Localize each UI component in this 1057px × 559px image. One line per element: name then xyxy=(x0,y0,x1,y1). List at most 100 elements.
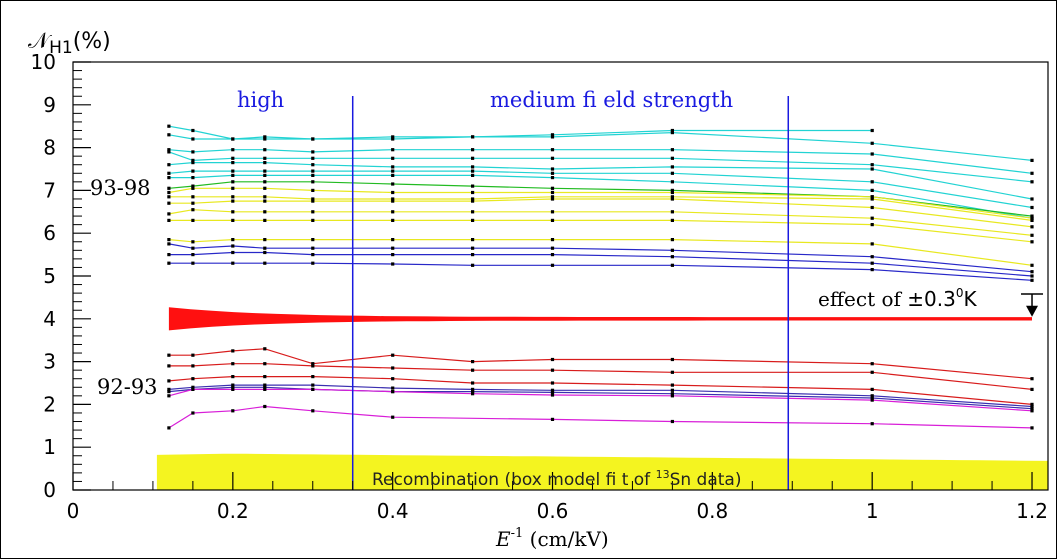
data-point-1-0-10 xyxy=(1030,214,1034,218)
data-point-0-5-8 xyxy=(670,171,674,175)
data-point-0-5-1 xyxy=(191,169,195,173)
data-point-0-4-3 xyxy=(263,161,267,165)
data-point-0-3-0 xyxy=(167,150,171,154)
data-point-3-1-0 xyxy=(167,253,171,257)
data-point-2-1-1 xyxy=(191,195,195,199)
data-point-2-2-7 xyxy=(550,197,555,201)
data-point-3-2-5 xyxy=(391,262,395,266)
systematic-band-layer xyxy=(168,293,1044,331)
recombination-label-prefix: Recombination (box model fi t of xyxy=(372,470,656,490)
data-point-0-0-0 xyxy=(167,124,171,128)
data-point-2-0-8 xyxy=(670,190,674,195)
data-point-2-2-2 xyxy=(231,199,235,203)
data-point-1-0-1 xyxy=(191,184,195,188)
data-point-2-4-8 xyxy=(670,218,674,222)
data-point-2-5-0 xyxy=(167,238,171,242)
x-tick-label-5: 1 xyxy=(866,499,879,523)
data-point-3-0-5 xyxy=(391,246,395,250)
data-point-6-0-0 xyxy=(167,394,171,398)
data-point-2-2-4 xyxy=(311,199,315,203)
y-tick-label-6: 6 xyxy=(43,221,56,245)
data-point-6-0-4 xyxy=(311,387,315,391)
data-point-3-1-4 xyxy=(311,253,315,257)
data-point-4-0-4 xyxy=(311,362,315,366)
data-point-4-2-7 xyxy=(550,381,555,385)
data-point-0-0-5 xyxy=(391,135,395,139)
data-point-3-1-1 xyxy=(191,253,195,257)
data-point-4-0-5 xyxy=(391,353,395,357)
data-point-0-4-10 xyxy=(1030,197,1034,201)
data-point-2-1-7 xyxy=(550,195,555,199)
data-point-4-2-10 xyxy=(1030,402,1034,406)
data-point-0-6-4 xyxy=(311,173,315,177)
data-point-2-5-4 xyxy=(311,238,315,242)
data-point-1-0-7 xyxy=(550,186,555,190)
data-point-0-2-7 xyxy=(550,148,555,152)
data-point-4-1-2 xyxy=(231,362,235,366)
y-tick-label-1: 1 xyxy=(43,435,56,459)
data-point-0-1-1 xyxy=(191,137,195,141)
x-axis-symbol: E xyxy=(495,527,511,551)
data-point-0-6-3 xyxy=(263,173,267,177)
data-point-0-1-0 xyxy=(167,133,171,137)
data-point-3-1-10 xyxy=(1030,274,1034,278)
data-point-5-0-2 xyxy=(231,383,235,387)
data-point-0-2-1 xyxy=(191,150,195,154)
data-point-0-1-5 xyxy=(391,137,395,141)
data-point-2-4-5 xyxy=(391,218,395,222)
data-point-2-4-6 xyxy=(471,218,475,222)
data-point-4-2-8 xyxy=(670,383,674,387)
data-point-2-1-5 xyxy=(391,197,395,201)
data-point-0-5-7 xyxy=(550,171,555,175)
x-axis-unit: (cm/kV) xyxy=(523,527,608,551)
data-point-4-2-0 xyxy=(167,379,171,383)
data-point-3-1-8 xyxy=(670,255,674,259)
data-point-2-5-6 xyxy=(471,238,475,242)
data-point-6-1-2 xyxy=(231,409,235,413)
y-axis-unit: (%) xyxy=(73,29,111,54)
data-point-2-0-7 xyxy=(550,190,555,195)
data-point-4-1-5 xyxy=(391,366,395,370)
data-point-1-0-0 xyxy=(167,186,171,190)
data-point-0-3-9 xyxy=(870,163,874,167)
data-point-5-0-1 xyxy=(191,385,195,389)
data-point-2-5-5 xyxy=(391,238,395,242)
data-point-3-1-5 xyxy=(391,253,395,257)
data-point-4-0-3 xyxy=(263,347,267,351)
data-point-2-3-2 xyxy=(231,210,235,214)
data-point-0-2-6 xyxy=(471,148,475,152)
data-point-5-1-7 xyxy=(550,390,555,394)
data-point-3-2-7 xyxy=(550,263,555,267)
data-point-2-5-2 xyxy=(231,238,235,242)
data-point-2-0-4 xyxy=(311,188,315,192)
data-point-6-1-7 xyxy=(670,419,674,424)
data-point-2-5-8 xyxy=(670,238,674,242)
data-point-3-0-9 xyxy=(870,255,874,259)
data-point-0-4-5 xyxy=(391,165,395,169)
data-point-2-2-9 xyxy=(870,205,874,210)
systematic-label-value: ±0.3 xyxy=(907,287,956,311)
data-point-0-2-8 xyxy=(670,148,674,152)
data-point-0-1-9 xyxy=(870,141,874,145)
data-point-5-1-6 xyxy=(471,390,475,394)
data-point-2-1-2 xyxy=(231,195,235,199)
data-point-2-1-6 xyxy=(471,197,475,201)
data-point-0-5-10 xyxy=(1030,205,1034,210)
data-point-0-4-4 xyxy=(311,163,315,167)
data-point-3-2-10 xyxy=(1030,278,1034,282)
data-point-1-0-5 xyxy=(391,182,395,186)
arrow-head xyxy=(1026,305,1039,317)
x-axis-superscript: -1 xyxy=(511,526,524,541)
data-point-3-0-4 xyxy=(311,246,315,250)
data-point-2-0-3 xyxy=(263,186,267,190)
data-point-4-2-1 xyxy=(191,377,195,381)
data-point-4-0-6 xyxy=(471,360,475,364)
data-point-3-2-8 xyxy=(670,263,674,267)
data-point-2-4-4 xyxy=(311,218,315,222)
recombination-band xyxy=(156,453,1048,490)
y-tick-label-9: 9 xyxy=(43,93,56,117)
data-point-0-2-0 xyxy=(167,148,171,152)
data-point-3-2-2 xyxy=(231,261,235,265)
data-point-3-2-3 xyxy=(263,261,267,265)
